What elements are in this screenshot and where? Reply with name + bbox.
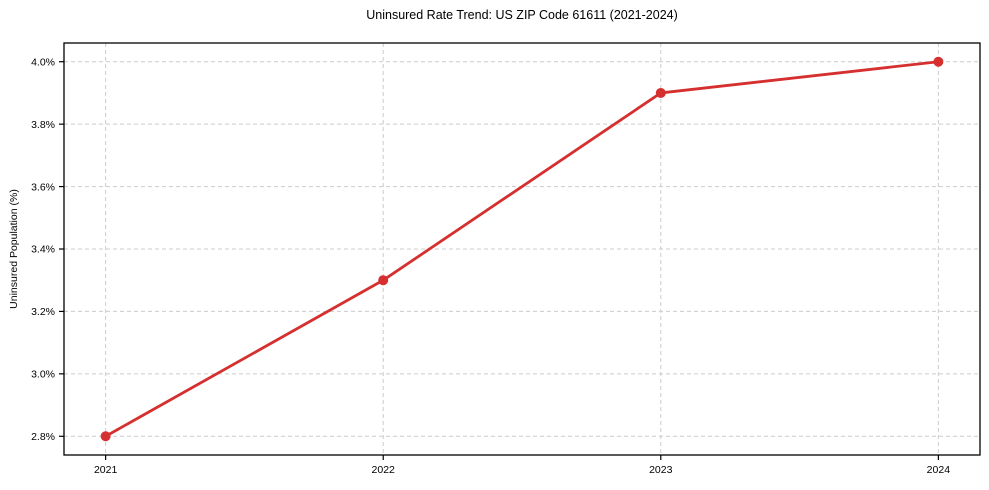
- y-tick-label: 2.8%: [31, 431, 55, 443]
- x-tick-label: 2021: [94, 464, 118, 476]
- x-tick-label: 2023: [649, 464, 673, 476]
- y-tick-label: 3.2%: [31, 306, 55, 318]
- data-point-2023: [655, 87, 666, 98]
- chart-title: Uninsured Rate Trend: US ZIP Code 61611 …: [366, 8, 678, 22]
- x-tick-label: 2022: [372, 464, 396, 476]
- y-tick-label: 3.0%: [31, 369, 55, 381]
- data-point-2024: [933, 56, 944, 67]
- y-tick-label: 3.4%: [31, 244, 55, 256]
- y-tick-label: 4.0%: [31, 56, 55, 68]
- data-point-2022: [378, 275, 389, 286]
- trend-line: [104, 60, 940, 438]
- y-tick-label: 3.8%: [31, 119, 55, 131]
- x-tick-label: 2024: [927, 464, 951, 476]
- y-tick-label: 3.6%: [31, 181, 55, 193]
- data-point-2021: [100, 431, 111, 442]
